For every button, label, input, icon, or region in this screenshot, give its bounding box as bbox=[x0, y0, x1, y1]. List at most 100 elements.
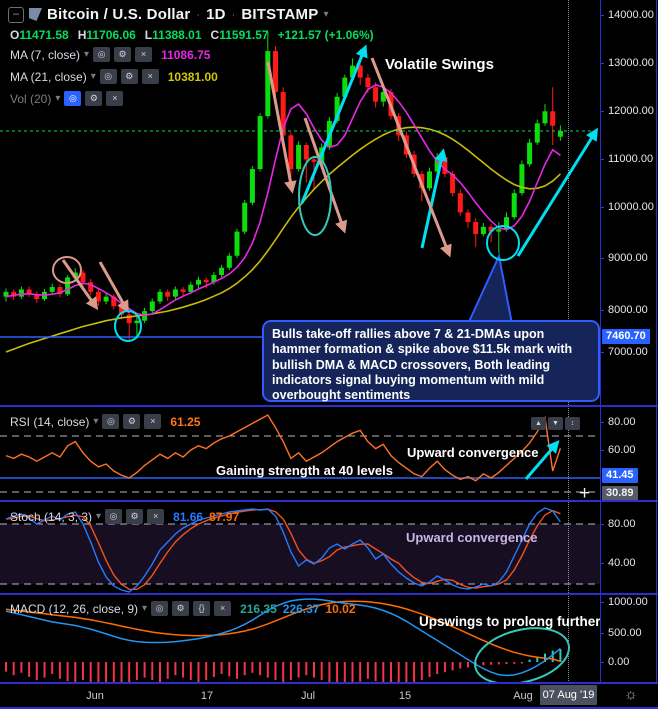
time-axis-label: Jul bbox=[300, 690, 316, 702]
macd-hist-value: 216.35 bbox=[240, 601, 277, 616]
gear-icon[interactable]: ⚙ bbox=[120, 69, 138, 84]
rsi-upward-convergence-annotation[interactable]: Upward convergence bbox=[407, 445, 539, 460]
exchange-logo-icon bbox=[29, 8, 42, 21]
price-axis-label: 12000.00 bbox=[608, 105, 654, 117]
eye-icon[interactable]: ◎ bbox=[93, 47, 111, 62]
swing-high-circle bbox=[52, 256, 82, 284]
eye-icon[interactable]: ◎ bbox=[151, 601, 169, 616]
macd-signal-line bbox=[5, 600, 561, 663]
axis-border bbox=[0, 682, 658, 684]
down-trend-arrow bbox=[370, 57, 452, 258]
chevron-down-icon[interactable]: ▾ bbox=[90, 71, 96, 82]
ma7-label[interactable]: MA (7, close) bbox=[10, 47, 81, 62]
pane-move-buttons[interactable]: ▲ ▼ ↕ bbox=[531, 417, 580, 430]
axis-border-vertical bbox=[600, 0, 601, 683]
move-pane-up-icon[interactable]: ▲ bbox=[531, 417, 546, 430]
close-icon[interactable]: × bbox=[135, 47, 153, 62]
macd-histogram bbox=[5, 649, 562, 683]
stoch-d-line bbox=[5, 508, 561, 590]
title-separator: · bbox=[196, 8, 201, 21]
consolidation-ellipse bbox=[298, 156, 332, 236]
chevron-down-icon[interactable]: ▾ bbox=[323, 9, 329, 20]
chevron-down-icon[interactable]: ▾ bbox=[142, 603, 148, 614]
time-axis[interactable]: 07 Aug '19 ☼ Jun 17 Jul 15 Aug bbox=[0, 683, 658, 709]
alert-price-tag: 7460.70 bbox=[602, 329, 650, 344]
rsi-up-arrow[interactable] bbox=[524, 440, 560, 480]
close-value: C11591.57 bbox=[210, 28, 269, 42]
eye-icon[interactable]: ◎ bbox=[64, 91, 82, 106]
chevron-down-icon[interactable]: ▾ bbox=[84, 49, 90, 60]
ma21-label[interactable]: MA (21, close) bbox=[10, 69, 87, 84]
time-axis-label: 15 bbox=[398, 690, 412, 702]
change-value: +121.57 (+1.06%) bbox=[277, 28, 374, 42]
ma7-line bbox=[5, 83, 561, 317]
ma21-line bbox=[5, 126, 561, 353]
pane-separator[interactable] bbox=[0, 405, 658, 407]
ma7-value: 11086.75 bbox=[161, 47, 211, 62]
macd-label[interactable]: MACD (12, 26, close, 9) bbox=[10, 601, 139, 616]
gear-icon[interactable]: ⚙ bbox=[123, 414, 141, 429]
low-value: L11388.01 bbox=[144, 28, 202, 42]
title-separator: · bbox=[231, 8, 236, 21]
down-trend-arrow bbox=[61, 259, 99, 311]
price-axis-label: 8000.00 bbox=[608, 304, 648, 316]
price-axis[interactable]: 14000.00 13000.00 12000.00 11000.00 10000.00… bbox=[600, 0, 658, 683]
source-code-icon[interactable]: {} bbox=[193, 601, 211, 616]
stoch-k-line bbox=[5, 507, 561, 593]
rsi-line bbox=[5, 414, 562, 482]
close-icon[interactable]: × bbox=[141, 69, 159, 84]
time-axis-label: Jun bbox=[86, 690, 104, 702]
stoch-label[interactable]: Stoch (14, 3, 3) bbox=[10, 509, 93, 524]
symbol-title[interactable]: Bitcoin / U.S. Dollar bbox=[47, 6, 191, 23]
pane-separator[interactable] bbox=[0, 500, 658, 502]
open-value: O11471.58 bbox=[10, 28, 69, 42]
gear-icon[interactable]: ⚙ bbox=[85, 91, 103, 106]
volume-label[interactable]: Vol (20) bbox=[10, 91, 52, 106]
interval-label[interactable]: 1D bbox=[206, 6, 226, 23]
collapse-legend-button[interactable]: – bbox=[8, 6, 24, 23]
down-trend-arrow bbox=[303, 117, 348, 234]
chevron-down-icon[interactable]: ▾ bbox=[93, 416, 99, 427]
close-icon[interactable]: × bbox=[214, 601, 232, 616]
gear-icon[interactable]: ⚙ bbox=[114, 47, 132, 62]
eye-icon[interactable]: ◎ bbox=[105, 509, 123, 524]
close-icon[interactable]: × bbox=[144, 414, 162, 429]
hammer-circle bbox=[114, 310, 142, 342]
exchange-label[interactable]: BITSTAMP bbox=[241, 6, 319, 23]
gear-icon[interactable]: ⚙ bbox=[126, 509, 144, 524]
price-axis-label: 10000.00 bbox=[608, 201, 654, 213]
bottom-border bbox=[0, 707, 658, 709]
macd-axis-label: 500.00 bbox=[608, 627, 642, 639]
stoch-axis-label: 80.00 bbox=[608, 518, 636, 530]
pane-separator[interactable] bbox=[0, 593, 658, 595]
close-icon[interactable]: × bbox=[147, 509, 165, 524]
maximize-pane-icon[interactable]: ↕ bbox=[565, 417, 580, 430]
macd-signal-value: 10.02 bbox=[325, 601, 356, 616]
macd-line-value: 226.37 bbox=[282, 601, 320, 616]
daylight-theme-icon[interactable]: ☼ bbox=[624, 686, 638, 703]
stoch-k-value: 81.66 bbox=[173, 509, 204, 524]
up-trend-arrow bbox=[300, 44, 368, 204]
callout-text-box[interactable]: Bulls take-off rallies above 7 & 21-DMAs… bbox=[262, 320, 600, 402]
move-pane-down-icon[interactable]: ▼ bbox=[548, 417, 563, 430]
crosshair-cursor-icon: + bbox=[579, 483, 591, 504]
drawing-annotations[interactable] bbox=[52, 44, 599, 342]
stoch-upward-convergence-annotation[interactable]: Upward convergence bbox=[406, 530, 538, 545]
hammer-circle bbox=[486, 225, 520, 261]
chart-canvas[interactable] bbox=[0, 0, 600, 683]
gear-icon[interactable]: ⚙ bbox=[172, 601, 190, 616]
price-axis-label: 9000.00 bbox=[608, 252, 648, 264]
volatile-swings-annotation[interactable]: Volatile Swings bbox=[385, 56, 494, 73]
eye-icon[interactable]: ◎ bbox=[99, 69, 117, 84]
chevron-down-icon[interactable]: ▾ bbox=[55, 93, 61, 104]
rsi-label[interactable]: RSI (14, close) bbox=[10, 414, 90, 429]
chevron-down-icon[interactable]: ▾ bbox=[96, 511, 102, 522]
macd-upswings-annotation[interactable]: Upswings to prolong further bbox=[419, 614, 601, 629]
eye-icon[interactable]: ◎ bbox=[102, 414, 120, 429]
rsi-gaining-strength-annotation[interactable]: Gaining strength at 40 levels bbox=[216, 463, 393, 478]
price-axis-label: 7000.00 bbox=[608, 346, 648, 358]
close-icon[interactable]: × bbox=[106, 91, 124, 106]
rsi-value: 61.25 bbox=[170, 414, 201, 429]
stoch-band bbox=[0, 524, 600, 584]
